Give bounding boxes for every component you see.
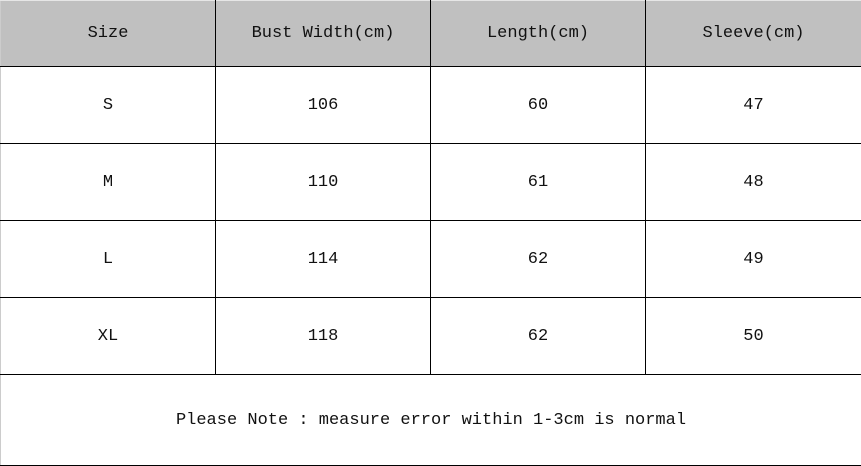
header-size: Size bbox=[0, 0, 216, 67]
cell-bust-width: 106 bbox=[215, 66, 431, 144]
header-bust-width: Bust Width(cm) bbox=[215, 0, 431, 67]
cell-size: L bbox=[0, 220, 216, 298]
header-length: Length(cm) bbox=[430, 0, 646, 67]
note-row: Please Note : measure error within 1-3cm… bbox=[0, 374, 861, 466]
cell-bust-width: 118 bbox=[215, 297, 431, 375]
cell-sleeve: 50 bbox=[645, 297, 861, 375]
cell-length: 61 bbox=[430, 143, 646, 221]
cell-sleeve: 47 bbox=[645, 66, 861, 144]
cell-bust-width: 110 bbox=[215, 143, 431, 221]
header-row: Size Bust Width(cm) Length(cm) Sleeve(cm… bbox=[0, 0, 861, 67]
table-row: S 106 60 47 bbox=[0, 66, 861, 144]
cell-length: 62 bbox=[430, 297, 646, 375]
cell-size: M bbox=[0, 143, 216, 221]
table-row: XL 118 62 50 bbox=[0, 297, 861, 375]
cell-bust-width: 114 bbox=[215, 220, 431, 298]
table-row: M 110 61 48 bbox=[0, 143, 861, 221]
cell-size: S bbox=[0, 66, 216, 144]
cell-sleeve: 49 bbox=[645, 220, 861, 298]
cell-length: 62 bbox=[430, 220, 646, 298]
cell-size: XL bbox=[0, 297, 216, 375]
cell-length: 60 bbox=[430, 66, 646, 144]
table-row: L 114 62 49 bbox=[0, 220, 861, 298]
header-sleeve: Sleeve(cm) bbox=[645, 0, 861, 67]
measurement-note: Please Note : measure error within 1-3cm… bbox=[0, 374, 861, 466]
cell-sleeve: 48 bbox=[645, 143, 861, 221]
